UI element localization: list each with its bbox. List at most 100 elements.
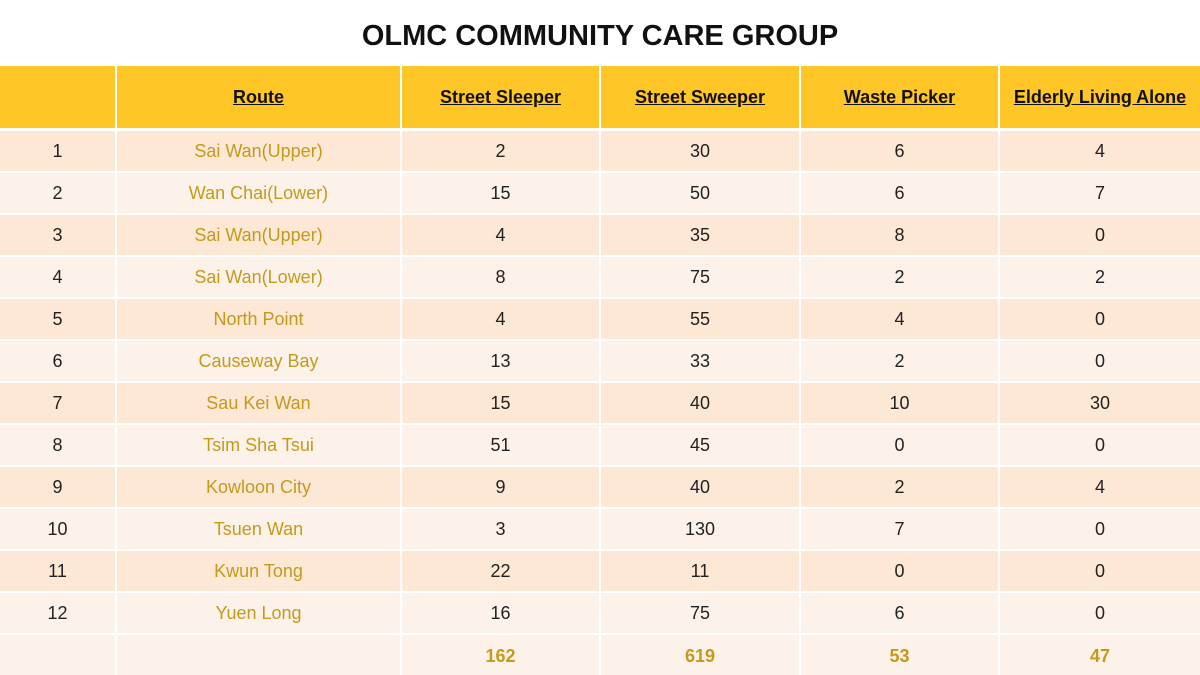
table-row: 1 Sai Wan(Upper) 2 30 6 4	[0, 129, 1200, 173]
table-body: 1 Sai Wan(Upper) 2 30 6 4 2 Wan Chai(Lower) 15 50…	[0, 129, 1200, 675]
cell-row-index: 12	[0, 592, 117, 635]
care-table: Route Street Sleeper Street Sweeper Wast…	[0, 66, 1200, 675]
cell-route: Sai Wan(Upper)	[116, 129, 402, 173]
cell-waste-picker: 2	[800, 340, 1000, 383]
cell-elderly-living-alone: 30	[999, 382, 1200, 425]
table-row: 12 Yuen Long 16 75 6 0	[0, 592, 1200, 635]
total-waste-picker: 53	[800, 634, 1000, 675]
total-street-sleeper: 162	[401, 634, 601, 675]
cell-route: Tsim Sha Tsui	[116, 424, 402, 467]
header-index	[0, 66, 117, 131]
cell-row-index: 11	[0, 550, 117, 593]
cell-street-sleeper: 15	[401, 172, 601, 215]
cell-waste-picker: 6	[800, 129, 1000, 173]
cell-street-sweeper: 40	[600, 382, 801, 425]
cell-street-sweeper: 35	[600, 214, 801, 257]
cell-waste-picker: 0	[800, 424, 1000, 467]
cell-waste-picker: 10	[800, 382, 1000, 425]
totals-row: 162 619 53 47	[0, 634, 1200, 675]
cell-route: Sai Wan(Upper)	[116, 214, 402, 257]
cell-street-sweeper: 75	[600, 592, 801, 635]
header-street-sweeper: Street Sweeper	[600, 66, 801, 131]
cell-street-sweeper: 33	[600, 340, 801, 383]
cell-street-sleeper: 22	[401, 550, 601, 593]
cell-elderly-living-alone: 0	[999, 550, 1200, 593]
table-row: 6 Causeway Bay 13 33 2 0	[0, 340, 1200, 383]
cell-row-index: 6	[0, 340, 117, 383]
cell-street-sleeper: 15	[401, 382, 601, 425]
total-street-sweeper: 619	[600, 634, 801, 675]
cell-street-sleeper: 16	[401, 592, 601, 635]
cell-route: Sau Kei Wan	[116, 382, 402, 425]
cell-street-sweeper: 50	[600, 172, 801, 215]
cell-elderly-living-alone: 0	[999, 592, 1200, 635]
total-row-index	[0, 634, 117, 675]
cell-row-index: 2	[0, 172, 117, 215]
cell-row-index: 4	[0, 256, 117, 299]
cell-street-sleeper: 3	[401, 508, 601, 551]
cell-route: Yuen Long	[116, 592, 402, 635]
cell-elderly-living-alone: 4	[999, 466, 1200, 509]
cell-street-sweeper: 11	[600, 550, 801, 593]
table-row: 7 Sau Kei Wan 15 40 10 30	[0, 382, 1200, 425]
cell-row-index: 1	[0, 129, 117, 173]
header-route: Route	[116, 66, 402, 131]
table-row: 11 Kwun Tong 22 11 0 0	[0, 550, 1200, 593]
cell-elderly-living-alone: 7	[999, 172, 1200, 215]
cell-elderly-living-alone: 0	[999, 424, 1200, 467]
cell-row-index: 5	[0, 298, 117, 341]
cell-street-sweeper: 75	[600, 256, 801, 299]
cell-street-sweeper: 130	[600, 508, 801, 551]
cell-waste-picker: 6	[800, 592, 1000, 635]
cell-street-sleeper: 2	[401, 129, 601, 173]
table-row: 5 North Point 4 55 4 0	[0, 298, 1200, 341]
header-elderly-living-alone: Elderly Living Alone	[999, 66, 1200, 131]
cell-elderly-living-alone: 2	[999, 256, 1200, 299]
cell-waste-picker: 4	[800, 298, 1000, 341]
cell-street-sleeper: 4	[401, 214, 601, 257]
cell-route: Kwun Tong	[116, 550, 402, 593]
header-waste-picker: Waste Picker	[800, 66, 1000, 131]
cell-elderly-living-alone: 0	[999, 508, 1200, 551]
table-row: 9 Kowloon City 9 40 2 4	[0, 466, 1200, 509]
cell-street-sweeper: 40	[600, 466, 801, 509]
total-elderly-living-alone: 47	[999, 634, 1200, 675]
cell-waste-picker: 6	[800, 172, 1000, 215]
cell-street-sleeper: 4	[401, 298, 601, 341]
cell-row-index: 8	[0, 424, 117, 467]
table-row: 8 Tsim Sha Tsui 51 45 0 0	[0, 424, 1200, 467]
cell-route: North Point	[116, 298, 402, 341]
header-street-sleeper: Street Sleeper	[401, 66, 601, 131]
table-row: 4 Sai Wan(Lower) 8 75 2 2	[0, 256, 1200, 299]
table-row: 10 Tsuen Wan 3 130 7 0	[0, 508, 1200, 551]
cell-elderly-living-alone: 0	[999, 298, 1200, 341]
cell-row-index: 7	[0, 382, 117, 425]
total-route	[116, 634, 402, 675]
cell-route: Sai Wan(Lower)	[116, 256, 402, 299]
cell-elderly-living-alone: 4	[999, 129, 1200, 173]
cell-street-sleeper: 13	[401, 340, 601, 383]
cell-waste-picker: 7	[800, 508, 1000, 551]
cell-street-sleeper: 51	[401, 424, 601, 467]
cell-row-index: 3	[0, 214, 117, 257]
cell-waste-picker: 8	[800, 214, 1000, 257]
cell-street-sleeper: 8	[401, 256, 601, 299]
cell-route: Wan Chai(Lower)	[116, 172, 402, 215]
cell-street-sleeper: 9	[401, 466, 601, 509]
cell-route: Causeway Bay	[116, 340, 402, 383]
table-row: 3 Sai Wan(Upper) 4 35 8 0	[0, 214, 1200, 257]
cell-row-index: 10	[0, 508, 117, 551]
cell-waste-picker: 2	[800, 256, 1000, 299]
table-row: 2 Wan Chai(Lower) 15 50 6 7	[0, 172, 1200, 215]
cell-street-sweeper: 55	[600, 298, 801, 341]
cell-route: Tsuen Wan	[116, 508, 402, 551]
cell-street-sweeper: 45	[600, 424, 801, 467]
header-row: Route Street Sleeper Street Sweeper Wast…	[0, 66, 1200, 131]
cell-row-index: 9	[0, 466, 117, 509]
cell-route: Kowloon City	[116, 466, 402, 509]
cell-elderly-living-alone: 0	[999, 340, 1200, 383]
cell-elderly-living-alone: 0	[999, 214, 1200, 257]
cell-waste-picker: 2	[800, 466, 1000, 509]
page-title: OLMC COMMUNITY CARE GROUP	[361, 20, 839, 52]
